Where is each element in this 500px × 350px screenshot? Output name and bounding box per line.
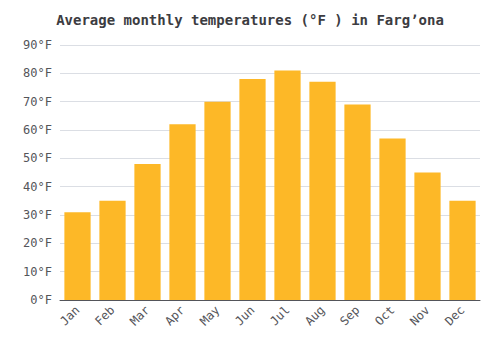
svg-text:Jun: Jun [232, 303, 257, 328]
svg-text:Dec: Dec [442, 303, 467, 328]
svg-text:90°F: 90°F [23, 38, 52, 52]
svg-text:Average monthly temperatures (: Average monthly temperatures (°F ) in Fa… [56, 12, 444, 28]
svg-text:Oct: Oct [372, 303, 397, 328]
svg-text:60°F: 60°F [23, 123, 52, 137]
svg-text:80°F: 80°F [23, 66, 52, 80]
svg-text:Jul: Jul [267, 303, 292, 328]
svg-text:May: May [197, 303, 222, 328]
svg-text:Aug: Aug [302, 303, 327, 328]
svg-text:20°F: 20°F [23, 236, 52, 250]
svg-text:30°F: 30°F [23, 208, 52, 222]
svg-text:Nov: Nov [407, 303, 432, 328]
svg-text:10°F: 10°F [23, 265, 52, 279]
svg-text:50°F: 50°F [23, 151, 52, 165]
svg-text:Sep: Sep [337, 303, 362, 328]
svg-text:Jan: Jan [57, 303, 82, 328]
svg-text:70°F: 70°F [23, 95, 52, 109]
svg-text:40°F: 40°F [23, 180, 52, 194]
svg-text:Apr: Apr [162, 303, 187, 328]
svg-text:Mar: Mar [127, 303, 152, 328]
svg-text:Feb: Feb [92, 303, 117, 328]
svg-text:0°F: 0°F [30, 293, 52, 307]
